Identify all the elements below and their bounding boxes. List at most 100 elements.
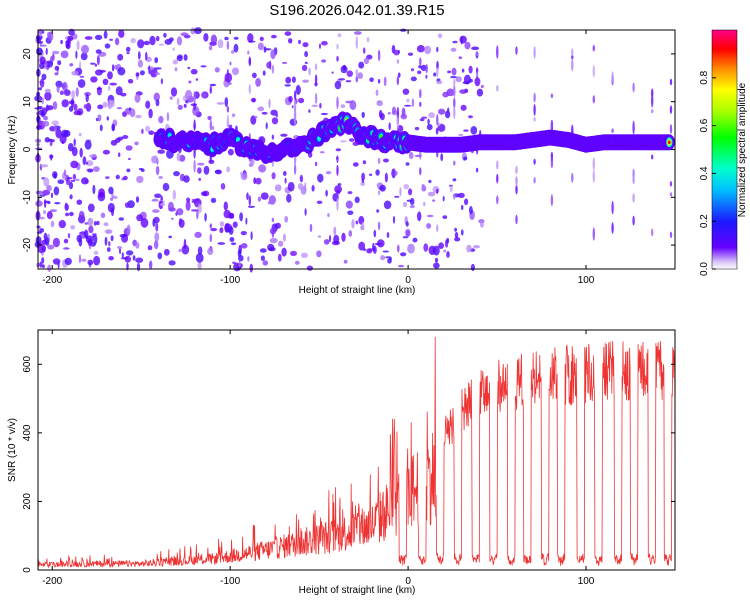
noise-blob: [172, 59, 178, 65]
streak-blob: [248, 195, 251, 207]
streak-blob: [550, 119, 554, 130]
noise-blob: [445, 239, 449, 248]
noise-blob: [126, 52, 130, 55]
noise-blob: [158, 115, 164, 124]
colorbar-tick-label: 0.8: [699, 70, 710, 84]
noise-blob: [447, 107, 450, 113]
noise-blob: [90, 62, 96, 65]
noise-blob: [428, 179, 432, 184]
ridge-cell: [317, 136, 321, 141]
noise-blob: [304, 182, 307, 192]
noise-blob: [139, 70, 145, 76]
noise-blob: [362, 160, 367, 165]
noise-blob: [106, 116, 110, 121]
noise-blob: [443, 249, 447, 253]
noise-blob: [255, 77, 261, 87]
noise-blob: [410, 76, 417, 82]
noise-blob: [207, 115, 212, 121]
noise-blob: [58, 220, 66, 229]
noise-blob: [470, 263, 475, 272]
noise-blob: [229, 237, 235, 242]
noise-blob: [72, 173, 76, 180]
noise-blob: [462, 81, 470, 85]
noise-blob: [284, 215, 289, 223]
noise-blob: [118, 217, 125, 221]
noise-blob: [145, 51, 148, 61]
noise-blob: [262, 260, 269, 266]
noise-blob: [183, 238, 187, 249]
noise-blob: [35, 236, 42, 245]
noise-blob: [349, 138, 355, 142]
noise-blob: [298, 97, 305, 104]
streak-blob: [533, 177, 536, 184]
noise-blob: [201, 92, 207, 98]
noise-blob: [65, 212, 70, 217]
colorbar-tick-label: 0.0: [699, 262, 710, 276]
noise-blob: [282, 61, 288, 64]
noise-blob: [170, 87, 178, 97]
noise-blob: [309, 223, 313, 233]
noise-blob: [269, 237, 278, 244]
noise-blob: [47, 264, 52, 272]
streak-blob: [592, 44, 595, 52]
streak-blob: [515, 214, 518, 225]
streak-blob: [355, 36, 358, 50]
noise-blob: [207, 247, 214, 256]
noise-blob: [137, 39, 145, 49]
noise-blob: [400, 113, 408, 120]
noise-blob: [229, 61, 232, 66]
streak-blob: [669, 124, 673, 134]
noise-blob: [117, 53, 124, 61]
noise-blob: [52, 237, 61, 248]
noise-blob: [463, 156, 468, 161]
x-tick-label: -100: [220, 576, 240, 587]
noise-blob: [452, 40, 458, 44]
noise-blob: [321, 59, 326, 63]
noise-blob: [35, 200, 43, 207]
streak-blob: [314, 161, 318, 167]
noise-blob: [70, 179, 76, 182]
streak-blob: [271, 64, 275, 74]
streak-blob: [651, 95, 654, 108]
ridge-cell: [236, 138, 240, 142]
noise-blob: [121, 252, 124, 259]
noise-blob: [325, 189, 328, 197]
noise-blob: [151, 198, 159, 202]
noise-blob: [416, 45, 425, 53]
noise-blob: [316, 200, 323, 204]
noise-blob: [197, 262, 202, 270]
noise-blob: [442, 215, 448, 220]
streak-blob: [336, 55, 339, 62]
noise-blob: [110, 197, 114, 201]
noise-blob: [178, 248, 182, 253]
noise-blob: [198, 177, 201, 181]
noise-blob: [38, 87, 42, 91]
noise-blob: [227, 82, 232, 85]
streak-blob: [436, 67, 439, 78]
noise-blob: [325, 171, 332, 175]
noise-blob: [194, 27, 202, 35]
noise-blob: [287, 181, 295, 192]
noise-blob: [113, 65, 119, 70]
noise-blob: [229, 213, 235, 219]
noise-blob: [398, 264, 404, 268]
noise-blob: [51, 120, 60, 126]
noise-blob: [109, 82, 117, 86]
noise-blob: [112, 195, 118, 200]
noise-blob: [271, 172, 276, 180]
noise-blob: [240, 173, 248, 181]
noise-blob: [249, 263, 253, 273]
noise-blob: [275, 113, 278, 118]
noise-blob: [283, 233, 286, 242]
noise-blob: [168, 260, 176, 266]
noise-blob: [81, 258, 87, 262]
streak-blob: [193, 101, 196, 111]
noise-blob: [468, 65, 473, 74]
noise-blob: [124, 255, 131, 263]
noise-blob: [407, 243, 415, 254]
noise-blob: [44, 88, 51, 93]
streak-blob: [611, 128, 614, 133]
noise-blob: [419, 118, 425, 122]
noise-blob: [44, 237, 50, 246]
noise-blob: [247, 256, 250, 262]
